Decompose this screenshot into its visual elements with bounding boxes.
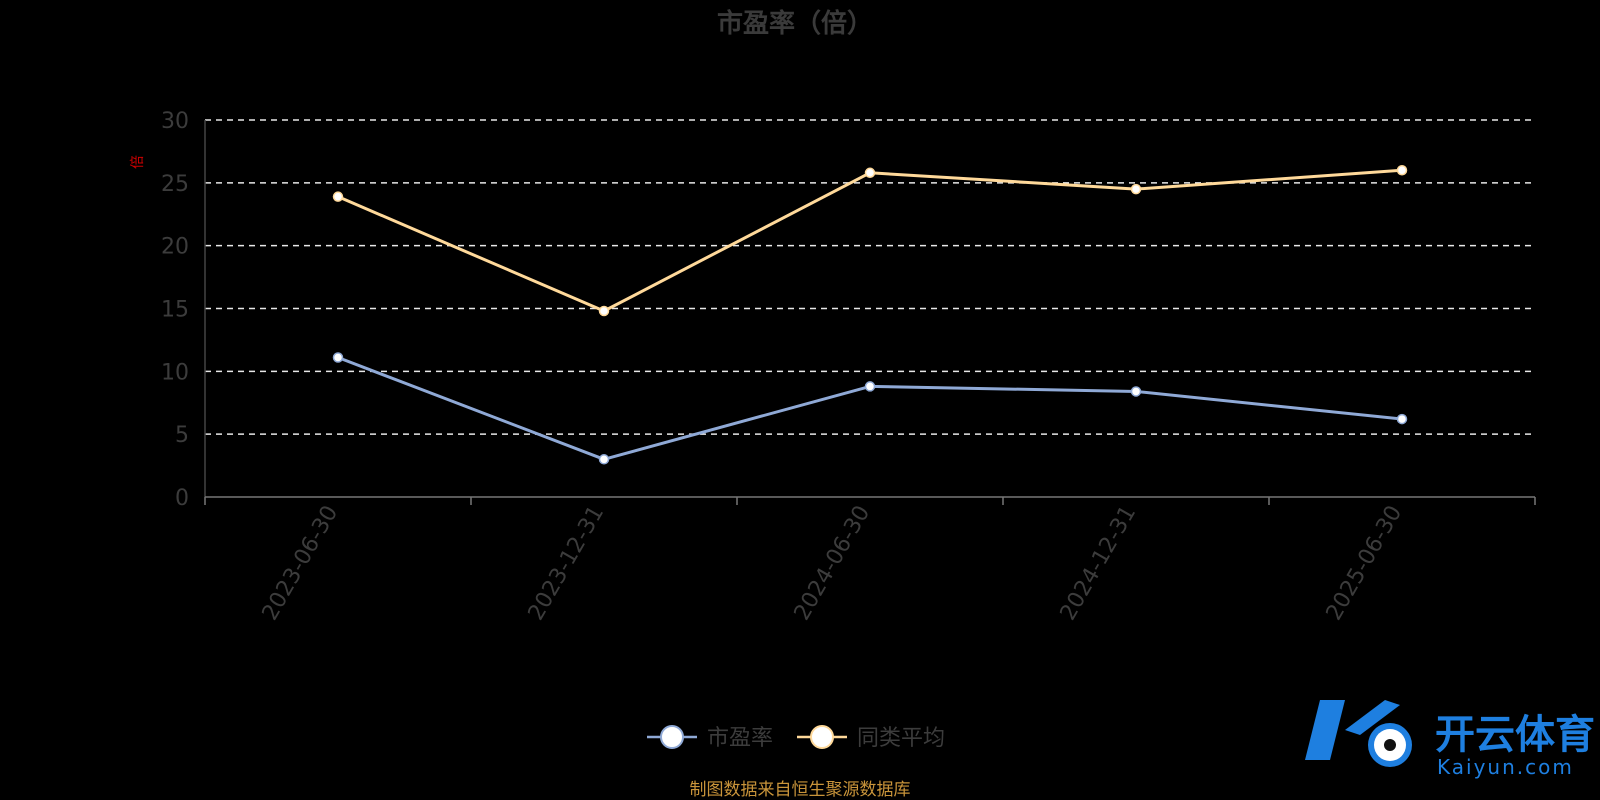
data-point xyxy=(598,305,610,317)
x-tick-label: 2025-06-30 xyxy=(1322,502,1408,625)
y-tick-label: 30 xyxy=(161,109,189,134)
legend-label: 市盈率 xyxy=(707,726,773,751)
data-point xyxy=(864,167,876,179)
data-point xyxy=(332,191,344,202)
data-point xyxy=(1396,165,1408,176)
y-tick-label: 10 xyxy=(161,360,189,385)
y-tick-label: 0 xyxy=(175,486,189,511)
series-lines xyxy=(332,165,1408,465)
axes xyxy=(204,120,1536,505)
y-tick-labels: 0 5 10 15 20 25 30 xyxy=(161,109,189,511)
x-tick-label: 2024-12-31 xyxy=(1056,502,1142,625)
legend-label: 同类平均 xyxy=(857,726,945,751)
data-point xyxy=(332,352,344,363)
legend: 市盈率 同类平均 xyxy=(647,725,945,751)
gridlines xyxy=(205,119,1535,435)
series-line xyxy=(337,356,1403,461)
data-point xyxy=(1130,386,1142,397)
y-tick-label: 20 xyxy=(161,235,189,260)
data-point xyxy=(1130,183,1142,195)
source-note: 制图数据来自恒生聚源数据库 xyxy=(690,780,911,800)
x-tick-labels: 2023-06-30 2023-12-31 2024-06-30 2024-12-31… xyxy=(258,502,1408,625)
data-point xyxy=(864,381,876,392)
series-line xyxy=(337,168,1403,313)
y-tick-label: 15 xyxy=(161,298,189,323)
brand-logo: 开云体育 Kaiyun.com xyxy=(1305,700,1595,779)
x-tick-label: 2023-06-30 xyxy=(258,502,344,625)
chart-title: 市盈率（倍） xyxy=(717,8,873,39)
y-axis-unit-label: 倍 xyxy=(130,155,146,169)
y-tick-label: 25 xyxy=(161,172,189,197)
legend-marker xyxy=(660,725,684,749)
x-tick-label: 2023-12-31 xyxy=(524,502,610,625)
brand-name-cn: 开云体育 xyxy=(1435,712,1595,758)
x-tick-label: 2024-06-30 xyxy=(790,502,876,625)
data-point xyxy=(598,454,610,465)
data-point xyxy=(1396,413,1408,425)
brand-name-en: Kaiyun.com xyxy=(1437,755,1574,779)
brand-k-icon xyxy=(1305,700,1412,767)
legend-marker xyxy=(810,725,834,749)
y-tick-label: 5 xyxy=(175,423,189,448)
